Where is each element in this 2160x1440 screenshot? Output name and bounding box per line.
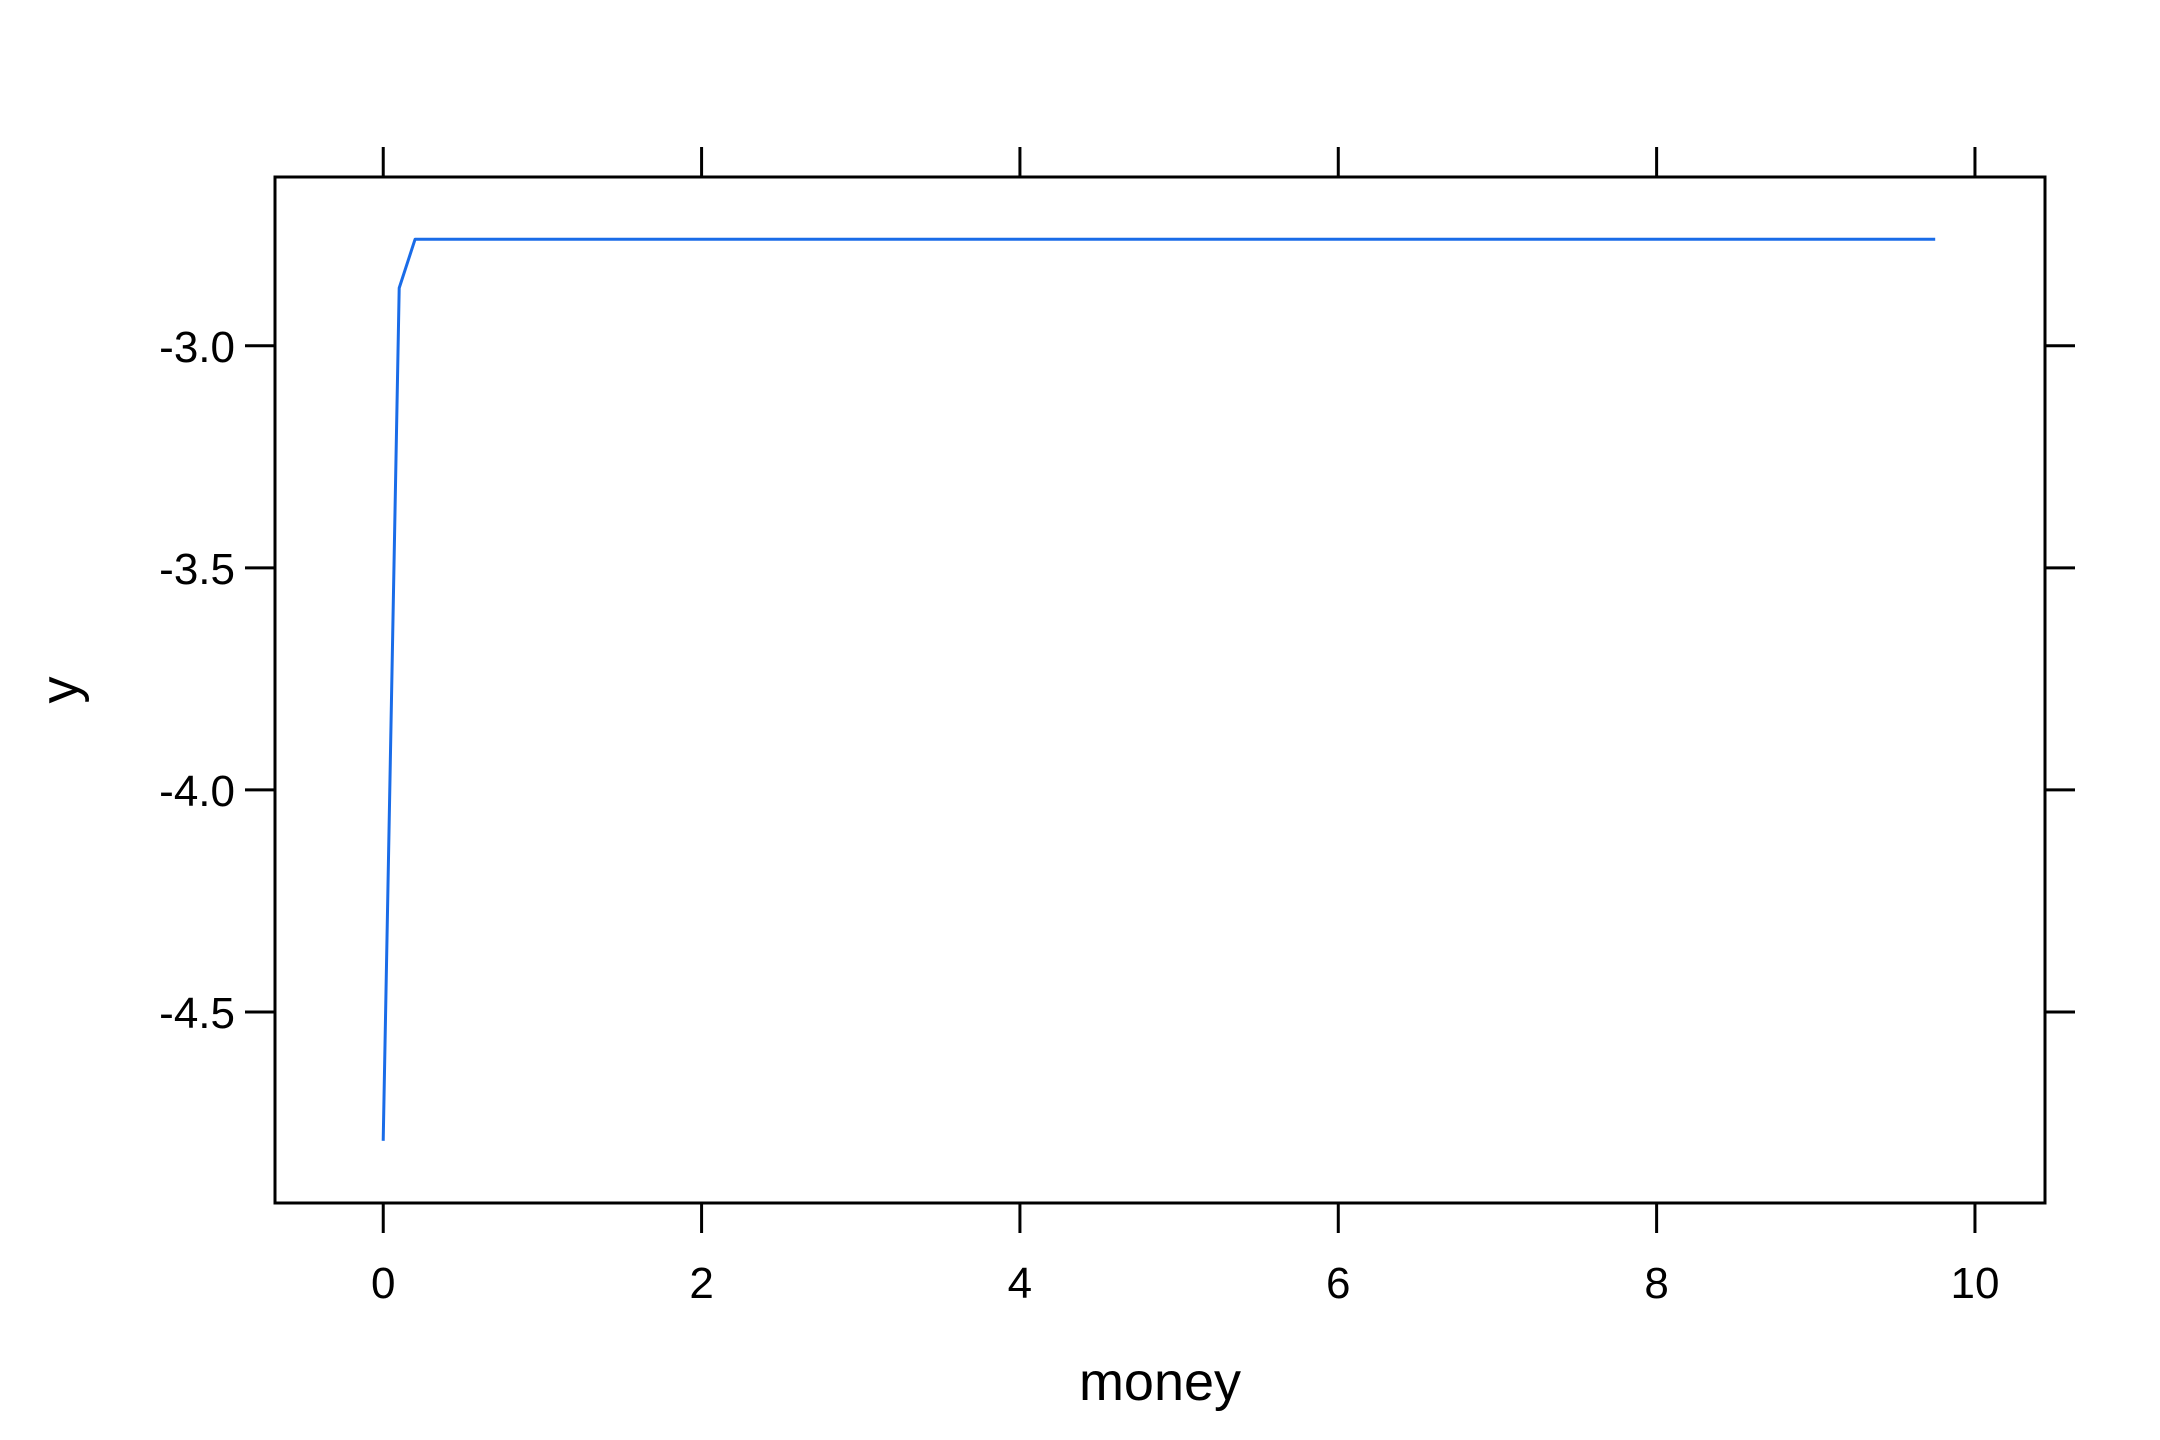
series-layer [381, 237, 1936, 1141]
y-tick-label: -4.0 [159, 767, 235, 816]
x-tick-label: 0 [371, 1259, 395, 1308]
x-axis-label: money [1079, 1352, 1241, 1412]
plot-panel [273, 175, 2047, 1205]
x-tick-label: 6 [1326, 1259, 1350, 1308]
x-axis-ticks: 0 2 4 6 8 10 [371, 147, 1999, 1308]
x-tick-label: 2 [689, 1259, 713, 1308]
y-axis-ticks: -3.0 -3.5 -4.0 -4.5 [159, 323, 2075, 1038]
y-tick-label: -3.0 [159, 323, 235, 372]
x-tick-label: 4 [1008, 1259, 1032, 1308]
x-tick-label: 10 [1950, 1259, 1999, 1308]
x-tick-label: 8 [1644, 1259, 1668, 1308]
y-tick-label: -3.5 [159, 545, 235, 594]
y-axis-label: y [30, 677, 90, 704]
series-line [381, 237, 1936, 1141]
y-tick-label: -4.5 [159, 989, 235, 1038]
